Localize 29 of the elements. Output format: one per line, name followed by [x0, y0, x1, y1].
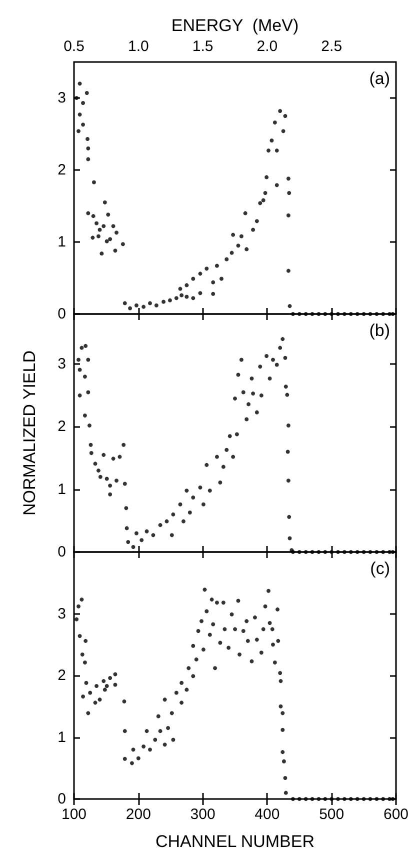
x2-axis-title: ENERGY (MeV)	[171, 16, 299, 35]
x2-tick-label: 1.0	[128, 38, 149, 55]
y-axis-title: NORMALIZED YIELD	[20, 350, 39, 516]
y-tick-label: 2	[58, 667, 66, 684]
annotation: (a)	[369, 69, 390, 88]
y-tick-label: 1	[58, 480, 66, 498]
x2-tick-label: 1.5	[192, 38, 214, 55]
y-tick-label: 1	[58, 728, 66, 746]
y-tick-label: 1	[58, 234, 66, 250]
x-tick-label: 600	[383, 806, 409, 823]
y-tick-label: 2	[58, 162, 66, 178]
y-tick-label: 3	[58, 356, 66, 373]
y-tick-label: 0	[58, 790, 66, 808]
x-tick-label: 200	[126, 806, 151, 823]
x2-tick-label: 2.5	[321, 38, 342, 55]
y-tick-label: 0	[58, 544, 66, 560]
y-tick-label: 2	[58, 418, 66, 436]
x2-tick-label: 0.5	[64, 38, 84, 55]
x-tick-label: 100	[61, 806, 87, 823]
y-tick-label: 3	[58, 90, 66, 106]
y-tick-label: 0	[58, 306, 66, 322]
y-tick-label: 3	[58, 605, 66, 622]
annotation: (b)	[369, 321, 390, 340]
x-axis-title: CHANNEL NUMBER	[155, 832, 315, 851]
x2-tick-label: 2.0	[256, 38, 278, 55]
annotation: (c)	[370, 559, 390, 578]
x-tick-label: 300	[190, 806, 216, 823]
x-tick-label: 500	[319, 806, 344, 823]
x-tick-label: 400	[254, 806, 280, 823]
